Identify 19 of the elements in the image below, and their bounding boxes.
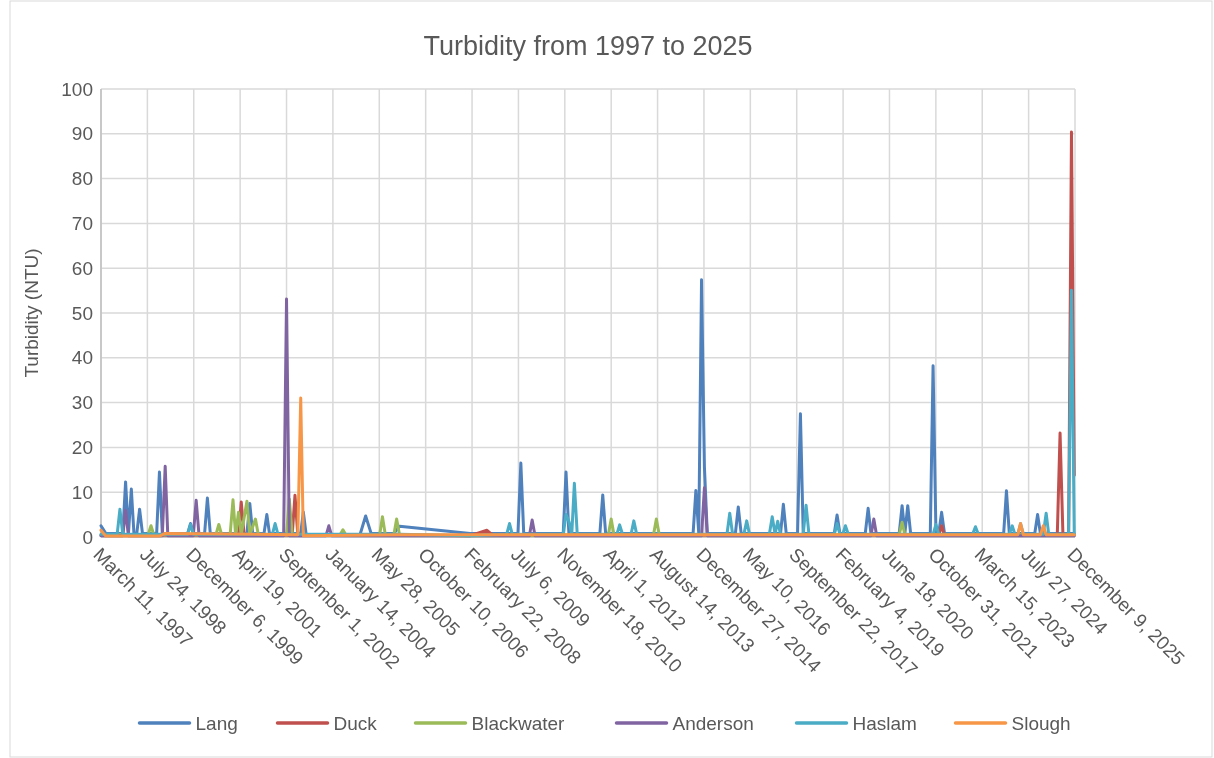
legend-label: Slough xyxy=(1011,712,1071,734)
y-tick-label: 60 xyxy=(71,257,93,279)
y-axis-title: Turbidity (NTU) xyxy=(21,248,42,378)
legend-label: Duck xyxy=(333,712,378,734)
y-tick-label: 30 xyxy=(71,392,93,414)
y-tick-label: 0 xyxy=(82,526,93,548)
y-tick-label: 100 xyxy=(61,78,93,100)
y-tick-label: 40 xyxy=(71,347,93,369)
y-tick-label: 90 xyxy=(71,123,93,145)
legend-label: Anderson xyxy=(672,712,754,734)
legend-label: Lang xyxy=(195,712,238,734)
y-tick-label: 10 xyxy=(71,481,93,503)
chart-title: Turbidity from 1997 to 2025 xyxy=(423,31,753,61)
y-tick-label: 70 xyxy=(71,213,93,235)
legend-label: Blackwater xyxy=(471,712,566,734)
y-tick-label: 50 xyxy=(71,302,93,324)
legend-label: Haslam xyxy=(852,712,917,734)
y-tick-label: 20 xyxy=(71,437,93,459)
y-tick-label: 80 xyxy=(71,168,93,190)
